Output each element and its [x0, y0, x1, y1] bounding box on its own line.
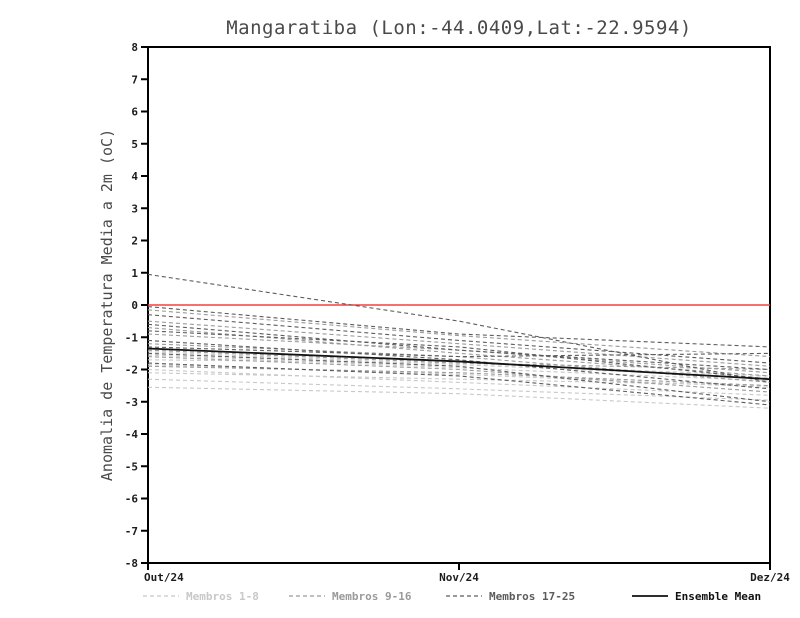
member-line	[147, 273, 771, 383]
x-tick-label: Nov/24	[439, 571, 479, 584]
y-tick-label: -4	[125, 428, 139, 441]
y-tick-label: 6	[131, 106, 138, 119]
member-line	[147, 333, 771, 374]
y-tick-label: -2	[125, 364, 138, 377]
member-line	[147, 349, 771, 371]
member-line	[147, 306, 771, 348]
member-line	[147, 352, 771, 403]
y-tick-label: -1	[125, 331, 139, 344]
member-line	[147, 309, 771, 358]
member-line	[147, 378, 771, 401]
axes: 8 7 6 5 4 3 2 1 0 -1 -2 -3 -4 -5 -6 -7 -8 Out/24 Nov/24 Dez…	[125, 41, 790, 584]
y-tick-label: 3	[131, 202, 138, 215]
legend-label: Membros 17-25	[489, 590, 575, 603]
y-tick-label: 2	[131, 235, 138, 248]
ensemble-mean-line	[147, 347, 771, 381]
y-tick-label: -8	[125, 557, 138, 570]
y-tick-label: -5	[125, 460, 138, 473]
member-line	[147, 354, 771, 382]
legend-label: Ensemble Mean	[675, 590, 761, 603]
member-line	[147, 365, 771, 387]
y-tick-label: -3	[125, 396, 138, 409]
member-line	[147, 372, 771, 387]
y-tick-label: 8	[131, 41, 138, 54]
y-tick-label: 4	[131, 170, 138, 183]
member-line	[147, 362, 771, 406]
chart-title: Mangaratiba (Lon:-44.0409,Lat:-22.9594)	[226, 17, 692, 39]
member-line	[147, 314, 771, 364]
y-axis-label: Anomalia de Temperatura Media a 2m (oC)	[98, 129, 116, 481]
member-line	[147, 368, 771, 396]
member-line	[147, 320, 771, 367]
legend-label: Membros 9-16	[332, 590, 412, 603]
member-line	[147, 330, 771, 380]
member-line	[147, 386, 771, 409]
y-tick-label: 1	[131, 267, 138, 280]
member-line	[147, 323, 771, 371]
series-lines	[147, 273, 771, 409]
member-line	[147, 356, 771, 393]
y-tick-label: 0	[131, 299, 138, 312]
x-tick-label: Dez/24	[750, 571, 790, 584]
member-line	[147, 339, 771, 390]
y-tick-label: -7	[125, 525, 138, 538]
y-tick-label: -6	[125, 493, 139, 506]
member-line	[147, 346, 771, 358]
x-tick-label: Out/24	[144, 571, 184, 584]
y-tick-label: 7	[131, 73, 138, 86]
legend-label: Membros 1-8	[186, 590, 259, 603]
legend: Membros 1-8 Membros 9-16 Membros 17-25 Ense…	[143, 590, 761, 603]
y-tick-label: 5	[131, 138, 138, 151]
